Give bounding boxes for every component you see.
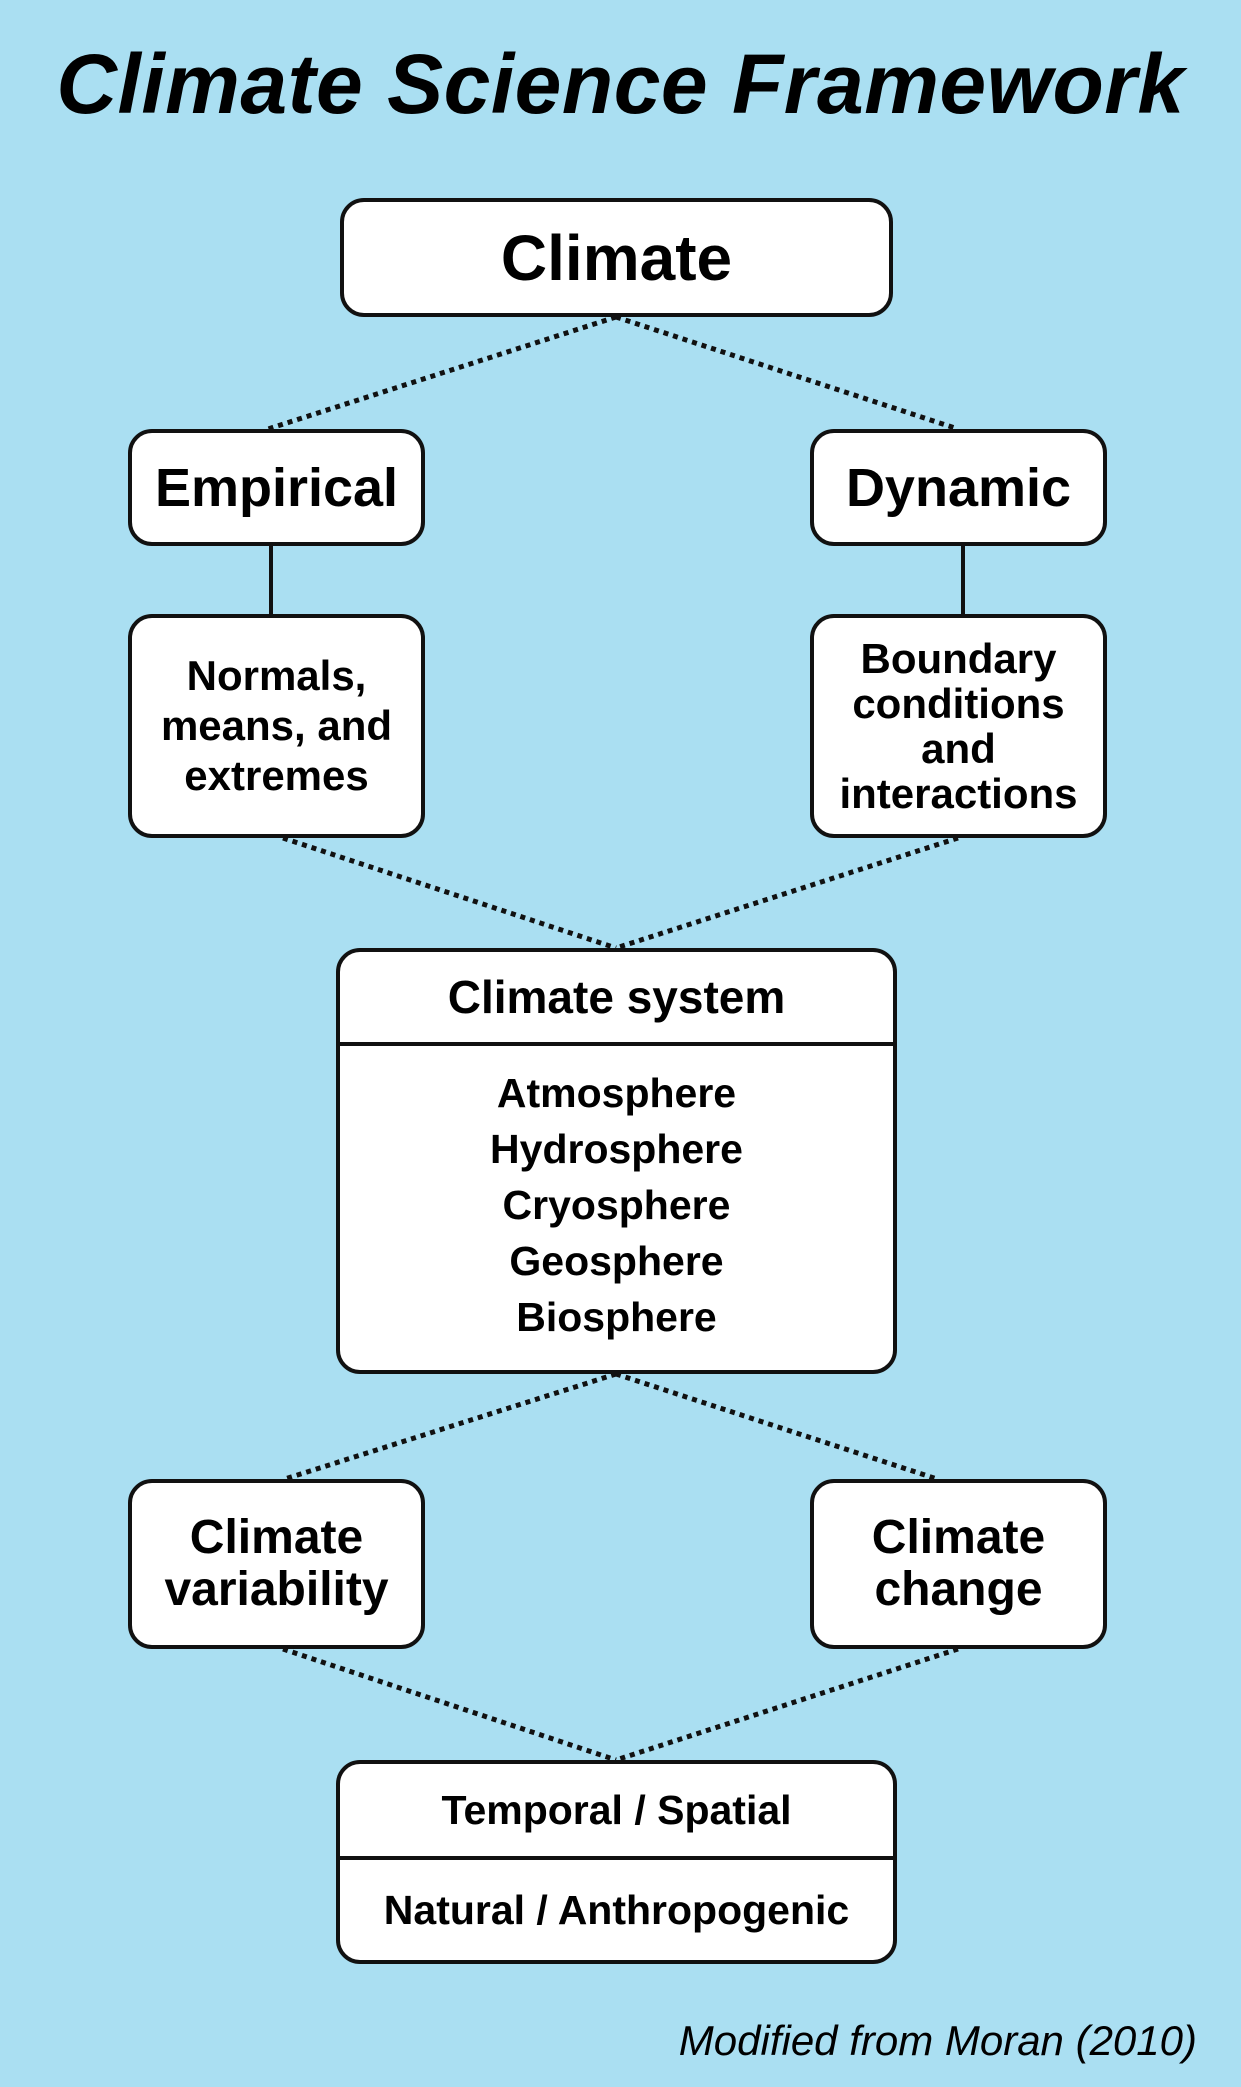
node-climate-variability: Climate variability bbox=[128, 1479, 425, 1649]
node-climate-change: Climate change bbox=[810, 1479, 1107, 1649]
connector-change-scale bbox=[615, 1646, 959, 1763]
node-boundary-line: and bbox=[921, 725, 996, 772]
component-item: Cryosphere bbox=[502, 1182, 731, 1228]
node-climate-system: Climate system Atmosphere Hydrosphere Cr… bbox=[336, 948, 897, 1374]
node-dynamic-label: Dynamic bbox=[845, 457, 1072, 518]
node-boundary-line: interactions bbox=[839, 770, 1078, 817]
component-item: Geosphere bbox=[509, 1238, 724, 1284]
diagram-title: Climate Science Framework bbox=[56, 37, 1185, 131]
node-boundary-line: Boundary bbox=[860, 635, 1057, 682]
connector-system-variability bbox=[284, 1371, 617, 1482]
node-climate: Climate bbox=[340, 198, 893, 317]
node-empirical: Empirical bbox=[128, 429, 425, 546]
climate-system-title: Climate system bbox=[340, 952, 893, 1046]
connector-normals-system bbox=[282, 835, 617, 951]
node-variability-line: variability bbox=[164, 1563, 389, 1616]
node-variability-line: Climate bbox=[189, 1511, 364, 1564]
node-normals-means-extremes: Normals, means, and extremes bbox=[128, 614, 425, 838]
climate-system-components: Atmosphere Hydrosphere Cryosphere Geosph… bbox=[490, 1046, 743, 1370]
source-credit: Modified from Moran (2010) bbox=[678, 2017, 1197, 2064]
node-normals-line: Normals, bbox=[186, 652, 367, 699]
node-dynamic: Dynamic bbox=[810, 429, 1107, 546]
node-boundary-conditions: Boundary conditions and interactions bbox=[810, 614, 1107, 838]
node-climate-label: Climate bbox=[500, 221, 733, 294]
node-change-line: change bbox=[874, 1563, 1043, 1616]
connector-boundary-system bbox=[615, 835, 959, 951]
component-item: Atmosphere bbox=[496, 1070, 737, 1116]
connector-system-change bbox=[615, 1371, 938, 1482]
component-item: Hydrosphere bbox=[490, 1126, 743, 1172]
node-normals-line: means, and bbox=[160, 702, 393, 749]
component-item: Biosphere bbox=[516, 1294, 717, 1340]
scale-row-natural-anthropogenic: Natural / Anthropogenic bbox=[383, 1886, 850, 1933]
connector-climate-dynamic bbox=[615, 314, 959, 432]
node-temporal-spatial-natural-anthropogenic: Temporal / Spatial Natural / Anthropogen… bbox=[336, 1760, 897, 1964]
node-boundary-line: conditions bbox=[852, 680, 1065, 727]
scale-row-temporal-spatial: Temporal / Spatial bbox=[340, 1764, 893, 1860]
node-change-line: Climate bbox=[871, 1511, 1046, 1564]
connector-variability-scale bbox=[282, 1646, 617, 1763]
connector-climate-empirical bbox=[267, 314, 617, 432]
node-empirical-label: Empirical bbox=[154, 457, 399, 518]
node-normals-line: extremes bbox=[184, 752, 369, 799]
